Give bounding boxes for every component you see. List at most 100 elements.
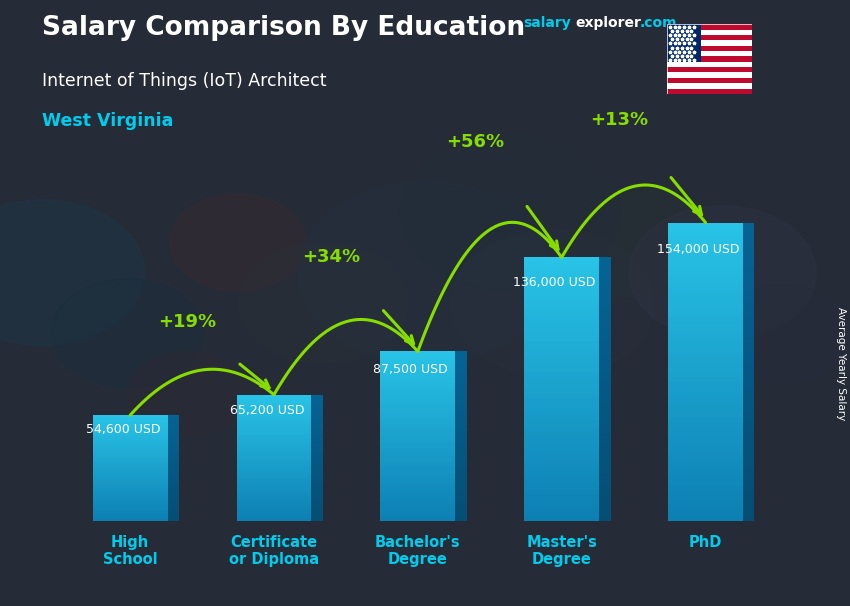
- Bar: [381, 399, 456, 402]
- Polygon shape: [743, 362, 755, 367]
- Polygon shape: [743, 312, 755, 317]
- Bar: [524, 359, 599, 363]
- Bar: [381, 453, 456, 456]
- Polygon shape: [167, 516, 179, 518]
- Polygon shape: [456, 462, 467, 465]
- Polygon shape: [311, 496, 323, 498]
- Polygon shape: [743, 431, 755, 436]
- Bar: [524, 407, 599, 411]
- Polygon shape: [599, 332, 610, 336]
- Bar: [381, 504, 456, 507]
- Polygon shape: [456, 425, 467, 428]
- Polygon shape: [743, 252, 755, 258]
- Bar: [668, 516, 743, 521]
- Polygon shape: [743, 247, 755, 252]
- Polygon shape: [599, 345, 610, 350]
- Bar: [668, 367, 743, 372]
- Bar: [236, 399, 311, 401]
- Bar: [667, 83, 752, 88]
- Bar: [93, 514, 167, 516]
- Polygon shape: [743, 402, 755, 407]
- Bar: [381, 371, 456, 374]
- Bar: [524, 468, 599, 473]
- Polygon shape: [743, 227, 755, 233]
- Polygon shape: [599, 275, 610, 279]
- Bar: [236, 517, 311, 519]
- Polygon shape: [599, 490, 610, 494]
- Polygon shape: [456, 388, 467, 391]
- Polygon shape: [311, 397, 323, 399]
- Bar: [236, 458, 311, 460]
- Bar: [668, 242, 743, 247]
- Bar: [524, 482, 599, 486]
- Bar: [236, 494, 311, 496]
- Polygon shape: [456, 507, 467, 510]
- Bar: [667, 88, 752, 94]
- Bar: [668, 487, 743, 491]
- Bar: [93, 505, 167, 507]
- Polygon shape: [599, 288, 610, 293]
- Bar: [236, 441, 311, 443]
- Polygon shape: [167, 479, 179, 481]
- Bar: [93, 461, 167, 463]
- Polygon shape: [599, 402, 610, 407]
- Polygon shape: [456, 439, 467, 442]
- Bar: [93, 433, 167, 435]
- Polygon shape: [599, 315, 610, 319]
- Circle shape: [400, 133, 620, 291]
- Polygon shape: [599, 398, 610, 402]
- Bar: [524, 381, 599, 385]
- Bar: [236, 445, 311, 447]
- Bar: [667, 24, 701, 62]
- Bar: [93, 512, 167, 514]
- Bar: [93, 490, 167, 491]
- Polygon shape: [167, 421, 179, 422]
- Polygon shape: [167, 451, 179, 452]
- Polygon shape: [311, 479, 323, 481]
- Polygon shape: [743, 322, 755, 327]
- Bar: [668, 227, 743, 233]
- Circle shape: [238, 242, 408, 364]
- Bar: [236, 500, 311, 502]
- Bar: [93, 428, 167, 430]
- Polygon shape: [456, 436, 467, 439]
- Bar: [381, 380, 456, 382]
- Bar: [236, 504, 311, 507]
- Bar: [93, 507, 167, 509]
- Bar: [381, 439, 456, 442]
- Bar: [667, 73, 752, 78]
- Polygon shape: [743, 357, 755, 362]
- Polygon shape: [167, 465, 179, 467]
- Bar: [524, 512, 599, 517]
- Bar: [524, 350, 599, 354]
- Polygon shape: [599, 350, 610, 354]
- Text: +19%: +19%: [159, 313, 217, 331]
- Bar: [236, 418, 311, 420]
- Polygon shape: [456, 405, 467, 408]
- Bar: [668, 362, 743, 367]
- Bar: [236, 405, 311, 407]
- Bar: [667, 51, 752, 56]
- Polygon shape: [167, 422, 179, 424]
- Bar: [236, 460, 311, 462]
- Polygon shape: [311, 507, 323, 508]
- Bar: [524, 451, 599, 455]
- Bar: [524, 306, 599, 310]
- Bar: [524, 271, 599, 275]
- Bar: [236, 479, 311, 481]
- Bar: [668, 476, 743, 481]
- Polygon shape: [456, 414, 467, 416]
- Polygon shape: [167, 494, 179, 496]
- Polygon shape: [599, 371, 610, 376]
- Bar: [668, 491, 743, 496]
- Bar: [236, 451, 311, 454]
- Polygon shape: [456, 428, 467, 431]
- Polygon shape: [311, 498, 323, 500]
- Polygon shape: [456, 382, 467, 385]
- Polygon shape: [599, 394, 610, 398]
- Polygon shape: [456, 368, 467, 371]
- Polygon shape: [456, 394, 467, 397]
- Polygon shape: [599, 284, 610, 288]
- Polygon shape: [456, 416, 467, 419]
- Bar: [236, 410, 311, 411]
